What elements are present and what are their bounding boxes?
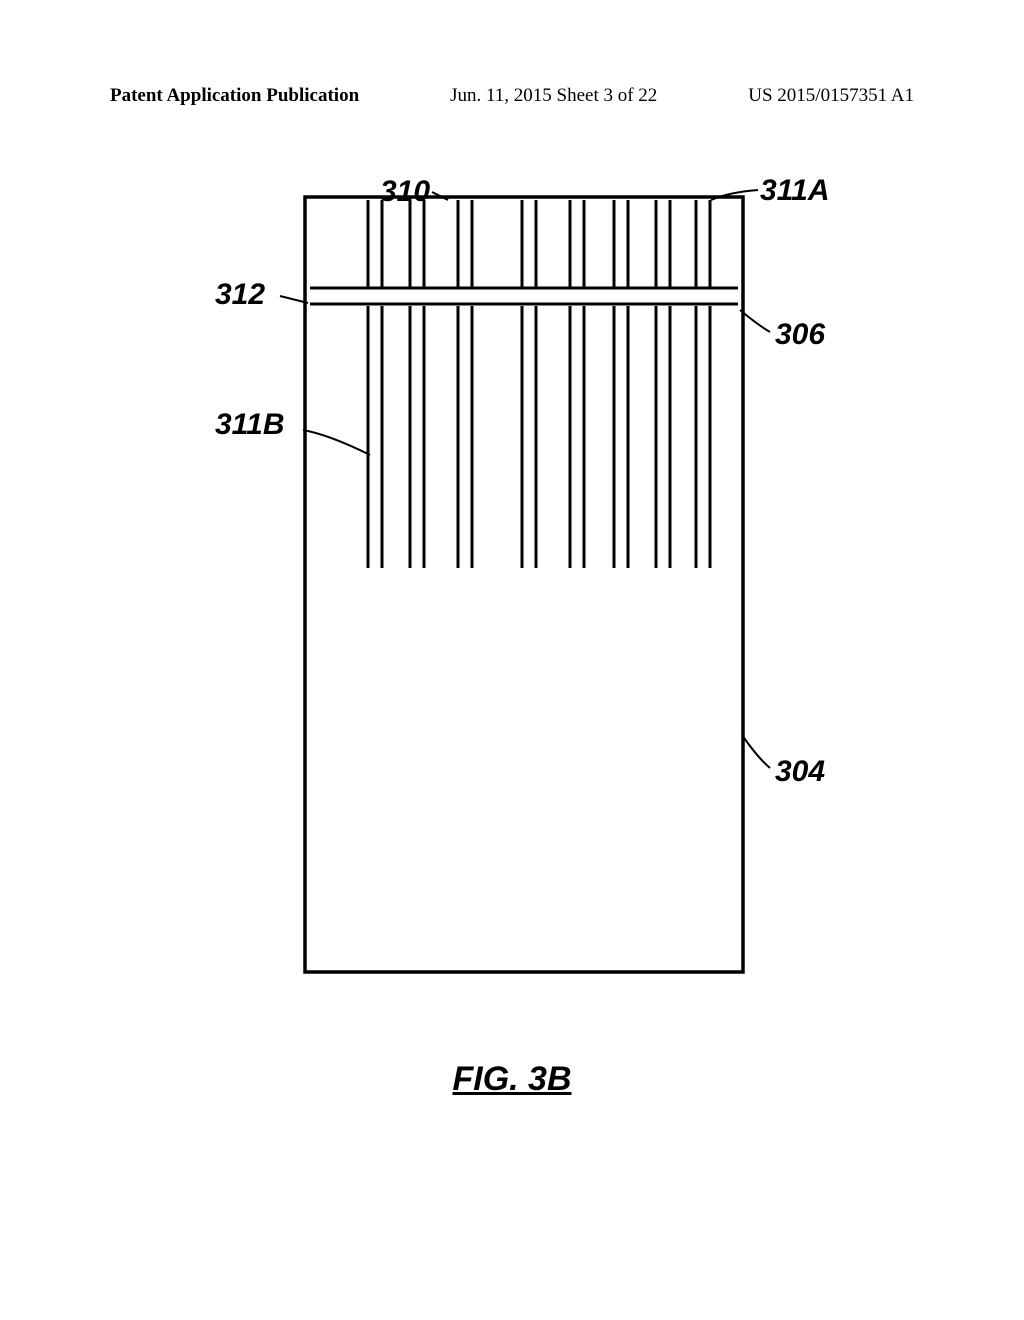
label-304: 304 [775,755,825,789]
label-311A: 311A [760,174,830,208]
figure-caption: FIG. 3B [0,1060,1024,1099]
label-311B: 311B [215,408,285,442]
label-310: 310 [380,175,430,209]
header-publication-number: US 2015/0157351 A1 [748,85,914,107]
label-306: 306 [775,318,825,352]
page-header: Patent Application Publication Jun. 11, … [0,85,1024,107]
figure-container: 310 311A 312 306 311B 304 [110,170,914,1070]
header-publication-type: Patent Application Publication [110,85,359,107]
header-date-sheet: Jun. 11, 2015 Sheet 3 of 22 [450,85,657,107]
label-312: 312 [215,278,265,312]
